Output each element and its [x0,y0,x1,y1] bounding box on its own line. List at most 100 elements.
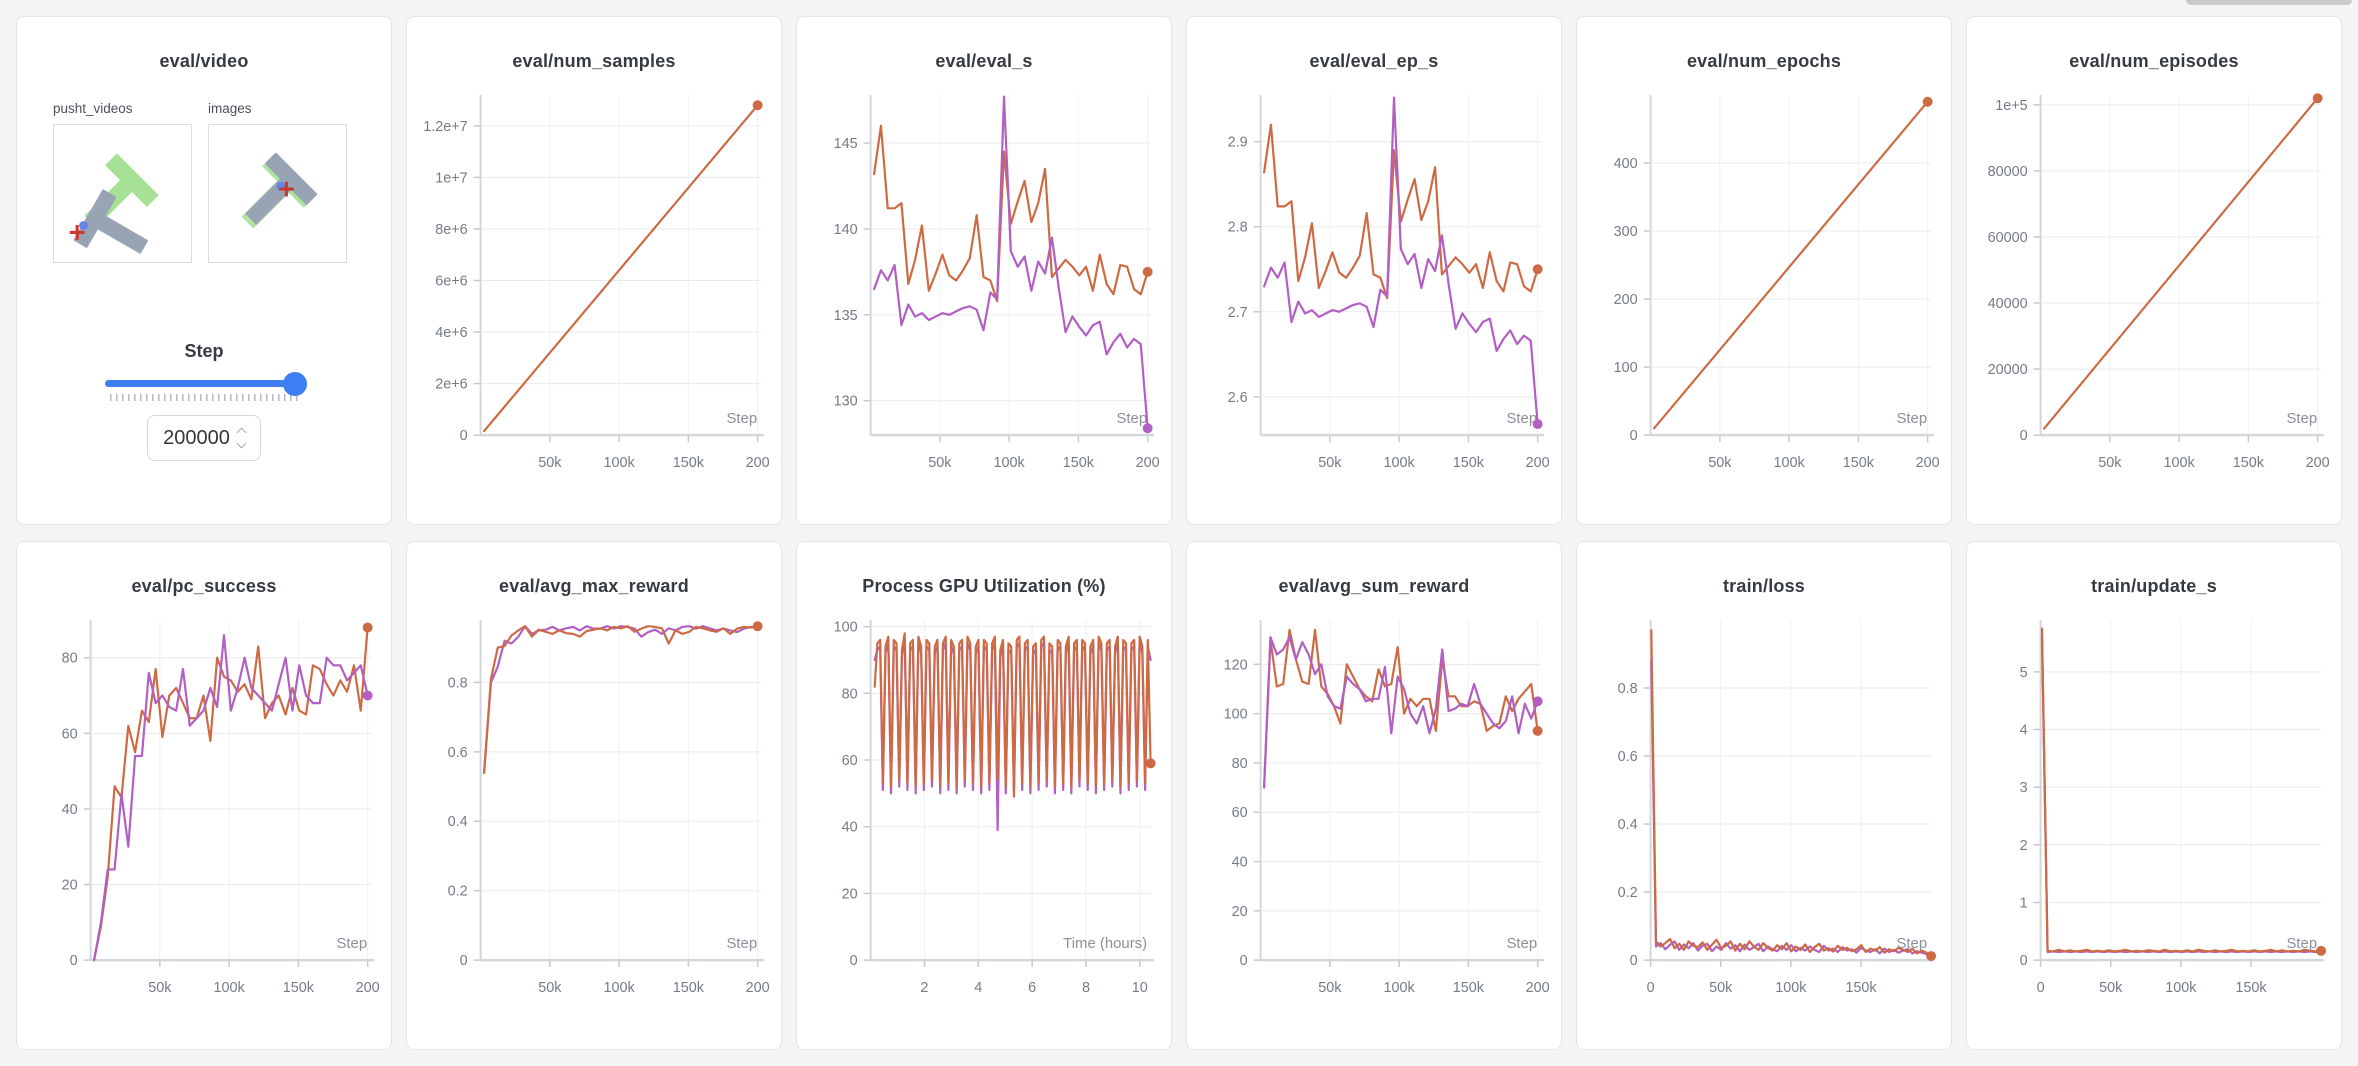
svg-text:20000: 20000 [1988,362,2028,378]
svg-text:80000: 80000 [1988,164,2028,180]
svg-text:50k: 50k [2099,980,2123,996]
line-chart-eval-num-epochs[interactable]: 50k 100k 150k 200 0 100 200 300 400 Step [1577,85,1951,513]
svg-text:100k: 100k [1383,980,1415,996]
media-pusht-videos: pusht_videos [53,101,192,263]
svg-text:0: 0 [2020,428,2028,444]
svg-text:0: 0 [1240,953,1248,969]
svg-text:4e+6: 4e+6 [435,325,467,341]
line-chart-eval-avg-sum-reward[interactable]: 50k 100k 150k 200 0 20 40 60 80 100 120 Step [1187,610,1561,1038]
svg-text:0: 0 [1647,980,1655,996]
svg-text:100k: 100k [1383,455,1415,471]
svg-text:Step: Step [2286,411,2317,427]
panel-eval-eval-ep-s: eval/eval_ep_s 50k 100k 150k 200 2.6 2.7 2.8 2.… [1186,16,1562,525]
svg-text:150k: 150k [1453,455,1485,471]
svg-text:Step: Step [1506,411,1537,427]
media-label: images [208,101,252,116]
pusht-video-thumbnail[interactable] [53,124,192,263]
panel-title: Process GPU Utilization (%) [862,576,1106,596]
stepper-arrows-icon[interactable] [236,427,247,449]
svg-text:0: 0 [460,953,468,969]
line-chart-train-update-s[interactable]: 0 50k 100k 150k 0 1 2 3 4 5 Step [1967,610,2341,1038]
svg-text:1e+5: 1e+5 [1995,98,2027,114]
svg-text:1e+7: 1e+7 [435,170,467,186]
increment-icon[interactable] [236,427,247,438]
line-chart-eval-num-episodes[interactable]: 50k 100k 150k 200 0 20000 40000 60000 80000 1e+5 S… [1967,85,2341,513]
svg-text:2e+6: 2e+6 [435,377,467,393]
svg-text:0.8: 0.8 [448,675,468,691]
svg-text:60000: 60000 [1988,230,2028,246]
svg-text:130: 130 [834,394,858,410]
svg-text:100k: 100k [213,980,245,996]
svg-text:50k: 50k [538,455,562,471]
svg-text:50k: 50k [1318,455,1342,471]
svg-text:80: 80 [62,651,78,667]
line-chart-eval-eval-ep-s[interactable]: 50k 100k 150k 200 2.6 2.7 2.8 2.9 Step [1187,85,1561,513]
svg-text:Step: Step [2286,936,2317,952]
svg-text:4: 4 [974,980,982,996]
panel-title: train/loss [1722,576,1806,596]
svg-text:145: 145 [834,136,858,152]
svg-text:6e+6: 6e+6 [435,273,467,289]
svg-text:0.4: 0.4 [1618,817,1638,833]
line-chart-eval-avg-max-reward[interactable]: 50k 100k 150k 200 0 0.2 0.4 0.6 0.8 Step [407,610,781,1038]
panel-train-update-s: train/update_s 0 50k 100k 150k 0 1 2 3 4 5 Step [1966,541,2342,1050]
svg-text:50k: 50k [2098,455,2122,471]
panel-process-gpu-utilization: Process GPU Utilization (%) 2 4 6 8 10 0 20 40 6… [796,541,1172,1050]
svg-text:8e+6: 8e+6 [435,222,467,238]
svg-text:0: 0 [1630,428,1638,444]
svg-text:100k: 100k [1773,455,1805,471]
svg-text:4: 4 [2020,722,2028,738]
decrement-icon[interactable] [236,438,247,449]
svg-text:150k: 150k [1453,980,1485,996]
panel-eval-num-samples: eval/num_samples 50k 100k 150k 200 0 2e+6 4e+6… [406,16,782,525]
step-slider-thumb[interactable] [283,371,307,396]
panel-eval-eval-s: eval/eval_s 50k 100k 150k 200 130 135 140 145 St… [796,16,1172,525]
panel-train-loss: train/loss 0 50k 100k 150k 0 0.2 0.4 0.6 0.8 Step [1576,541,1952,1050]
gray-t-shape [245,152,318,225]
svg-text:40: 40 [62,802,78,818]
svg-text:50k: 50k [148,980,172,996]
step-slider-label: Step [184,341,224,361]
images-thumbnail[interactable] [208,124,347,263]
svg-text:60: 60 [842,753,858,769]
step-slider[interactable] [105,371,307,396]
svg-text:40: 40 [1232,854,1248,870]
svg-text:100k: 100k [1775,980,1807,996]
svg-text:Step: Step [1116,411,1147,427]
panel-title: eval/eval_s [935,51,1033,71]
svg-text:150k: 150k [1845,980,1877,996]
target-cross-icon [69,225,85,240]
line-chart-eval-eval-s[interactable]: 50k 100k 150k 200 130 135 140 145 Step [797,85,1171,513]
target-cross-icon [278,181,294,197]
svg-text:2.7: 2.7 [1228,305,1248,321]
panel-title: eval/video [159,51,249,71]
step-number-input[interactable]: 200000 [147,415,261,461]
svg-text:Time (hours): Time (hours) [1063,936,1147,952]
panel-eval-video: eval/video pusht_videos [16,16,392,525]
svg-text:2: 2 [920,980,928,996]
panel-title: eval/avg_max_reward [499,576,689,596]
agent-dot [79,221,89,230]
panel-eval-avg-sum-reward: eval/avg_sum_reward 50k 100k 150k 200 0 20 40 6… [1186,541,1562,1050]
line-chart-eval-num-samples[interactable]: 50k 100k 150k 200 0 2e+6 4e+6 6e+6 8e+6 1e+7 1.2e+… [407,85,781,513]
svg-text:50k: 50k [1708,455,1732,471]
svg-text:Step: Step [726,411,757,427]
svg-text:200: 200 [746,980,770,996]
line-chart-eval-pc-success[interactable]: 50k 100k 150k 200 0 20 40 60 80 Step [17,610,391,1038]
panel-title: train/update_s [2091,576,2217,596]
line-chart-train-loss[interactable]: 0 50k 100k 150k 0 0.2 0.4 0.6 0.8 Step [1577,610,1951,1038]
media-row: pusht_videos [53,101,391,263]
svg-text:150k: 150k [1843,455,1875,471]
svg-text:200: 200 [746,455,770,471]
panel-title: eval/num_epochs [1686,51,1842,71]
svg-text:100k: 100k [993,455,1025,471]
svg-text:150k: 150k [1063,455,1095,471]
svg-text:1.2e+7: 1.2e+7 [423,119,467,135]
svg-text:8: 8 [1082,980,1090,996]
panel-title: eval/num_episodes [2069,51,2239,71]
svg-text:100k: 100k [2165,980,2197,996]
slider-tick-marks [110,394,298,401]
svg-text:5: 5 [2020,665,2028,681]
